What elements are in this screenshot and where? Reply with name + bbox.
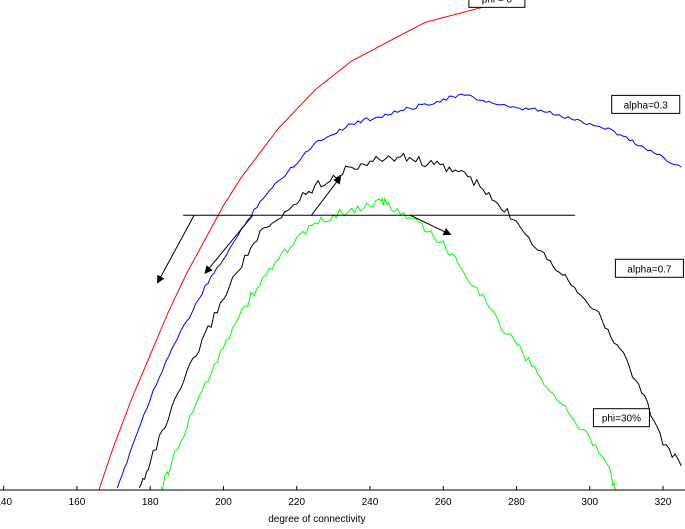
- series-line-1: [98, 0, 513, 491]
- x-axis-title: degree of connectivity: [268, 514, 365, 525]
- x-tick-label: 300: [581, 497, 598, 508]
- series-annotation: alpha=0.7: [614, 258, 684, 278]
- x-tick-label: 260: [435, 497, 452, 508]
- annotation-box: [592, 408, 650, 428]
- x-tick-label: 280: [508, 497, 525, 508]
- annotation-box: [468, 0, 526, 8]
- arrow-3: [310, 175, 342, 216]
- arrow-2: [204, 214, 254, 274]
- annotation-label: phi = 0: [482, 0, 513, 5]
- series-line-4: [160, 196, 616, 492]
- x-axis: 140 160 180 200 220 240 260 280 300 320: [0, 486, 685, 508]
- series-layer: [98, 0, 682, 492]
- x-tick-label: 220: [288, 497, 305, 508]
- arrow-4: [410, 214, 452, 236]
- x-tick-label: 320: [655, 497, 672, 508]
- series-line-3: [138, 152, 682, 489]
- x-tick-label: 160: [69, 497, 86, 508]
- x-tick-label: 140: [0, 497, 12, 508]
- series-annotation: phi = 0: [468, 0, 526, 8]
- annotation-label: alpha=0.3: [624, 100, 669, 111]
- x-tick-label: 240: [362, 497, 379, 508]
- series-annotation: alpha=0.3: [611, 94, 681, 114]
- arrow-layer: [157, 175, 452, 284]
- series-line-2: [116, 93, 682, 489]
- annotation-box: [611, 94, 681, 114]
- x-tick-label: 200: [215, 497, 232, 508]
- annotation-label: alpha=0.7: [627, 264, 672, 275]
- annotation-layer: phi = 0 alpha=0.3 alpha=0.7 phi=30%: [468, 0, 684, 428]
- annotation-box: [614, 258, 684, 278]
- annotation-label: phi=30%: [602, 414, 641, 425]
- x-tick-label: 180: [142, 497, 159, 508]
- arrow-1: [157, 215, 195, 284]
- series-annotation: phi=30%: [592, 408, 650, 428]
